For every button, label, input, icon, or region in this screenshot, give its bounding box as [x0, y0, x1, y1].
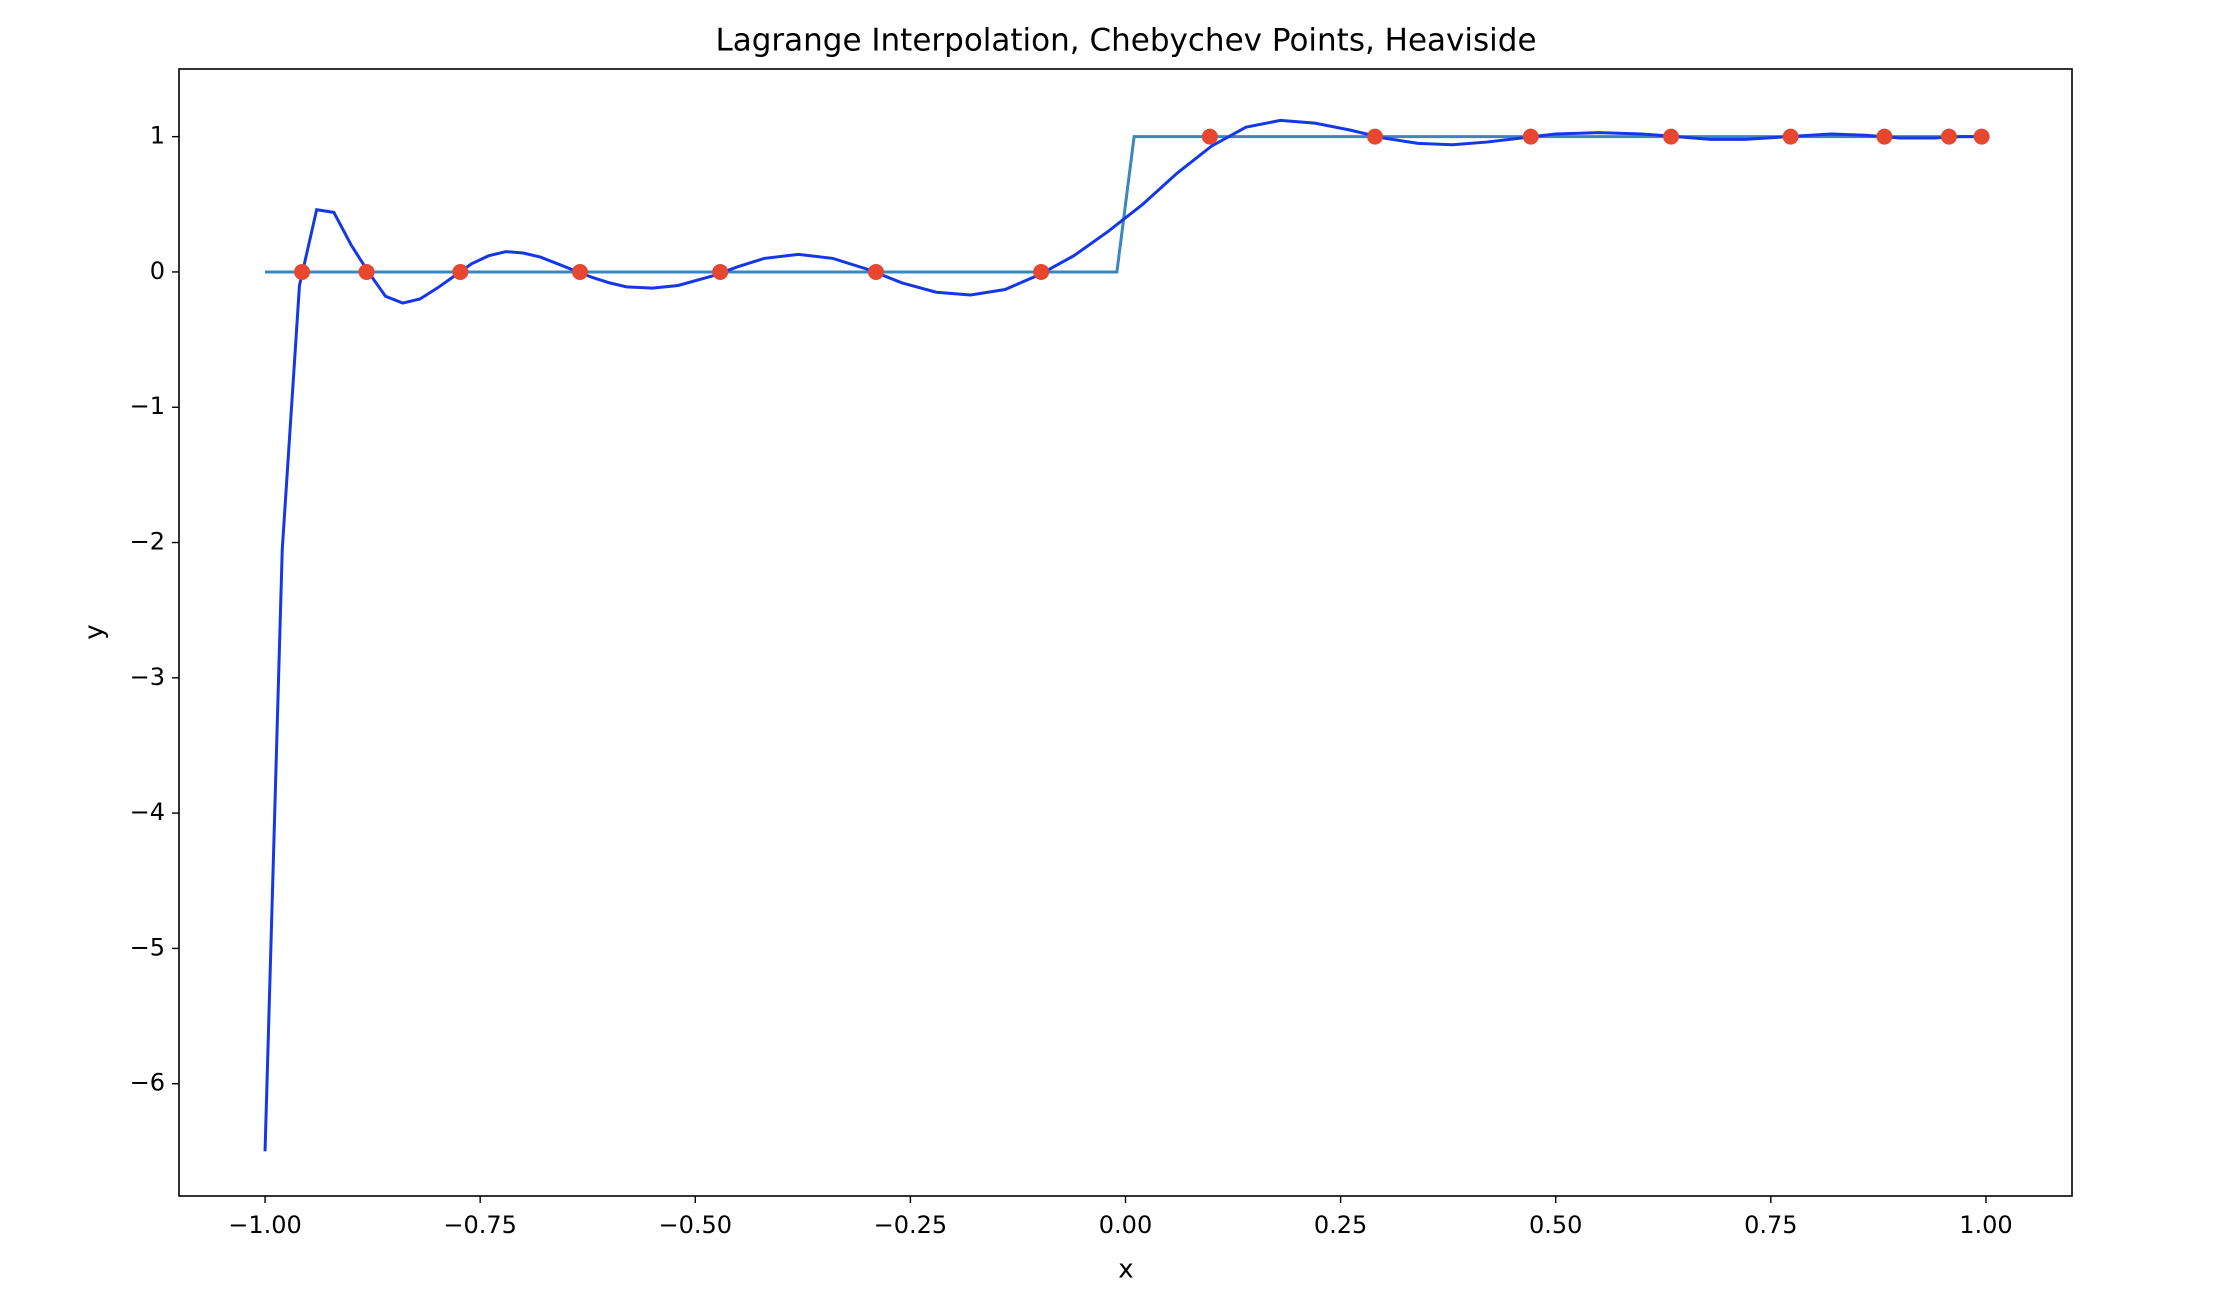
data-point: [1367, 128, 1384, 145]
y-tick-label: −2: [130, 528, 165, 556]
data-point: [571, 263, 588, 280]
x-tick-label: 1.00: [1959, 1211, 2012, 1239]
chart-title: Lagrange Interpolation, Chebychev Points…: [715, 23, 1536, 59]
y-tick-label: 0: [150, 257, 165, 285]
data-point: [1201, 128, 1218, 145]
y-tick-label: 1: [150, 122, 165, 150]
data-point: [1876, 128, 1893, 145]
y-tick-label: −5: [130, 933, 165, 961]
data-point: [1940, 128, 1957, 145]
data-point: [1663, 128, 1680, 145]
data-point: [452, 263, 469, 280]
x-tick-label: 0.75: [1744, 1211, 1797, 1239]
data-point: [1782, 128, 1799, 145]
x-tick-label: −0.50: [658, 1211, 732, 1239]
x-tick-label: 0.25: [1314, 1211, 1367, 1239]
x-tick-label: −1.00: [228, 1211, 302, 1239]
plot-frame: [178, 68, 2073, 1197]
data-point: [867, 263, 884, 280]
y-tick-label: −6: [130, 1069, 165, 1097]
data-point: [1522, 128, 1539, 145]
data-point: [358, 263, 375, 280]
x-axis-label: x: [1118, 1255, 1133, 1285]
data-point: [1033, 263, 1050, 280]
data-point: [712, 263, 729, 280]
data-point: [294, 263, 311, 280]
data-point: [1973, 128, 1990, 145]
x-tick-label: −0.75: [443, 1211, 517, 1239]
line: [263, 118, 1986, 1152]
y-axis-label: y: [80, 624, 110, 639]
y-tick-label: −4: [130, 798, 165, 826]
y-tick-label: −3: [130, 663, 165, 691]
line: [265, 135, 1986, 274]
y-tick-label: −1: [130, 392, 165, 420]
x-tick-label: 0.50: [1529, 1211, 1582, 1239]
x-tick-label: 0.00: [1099, 1211, 1152, 1239]
x-tick-label: −0.25: [874, 1211, 948, 1239]
